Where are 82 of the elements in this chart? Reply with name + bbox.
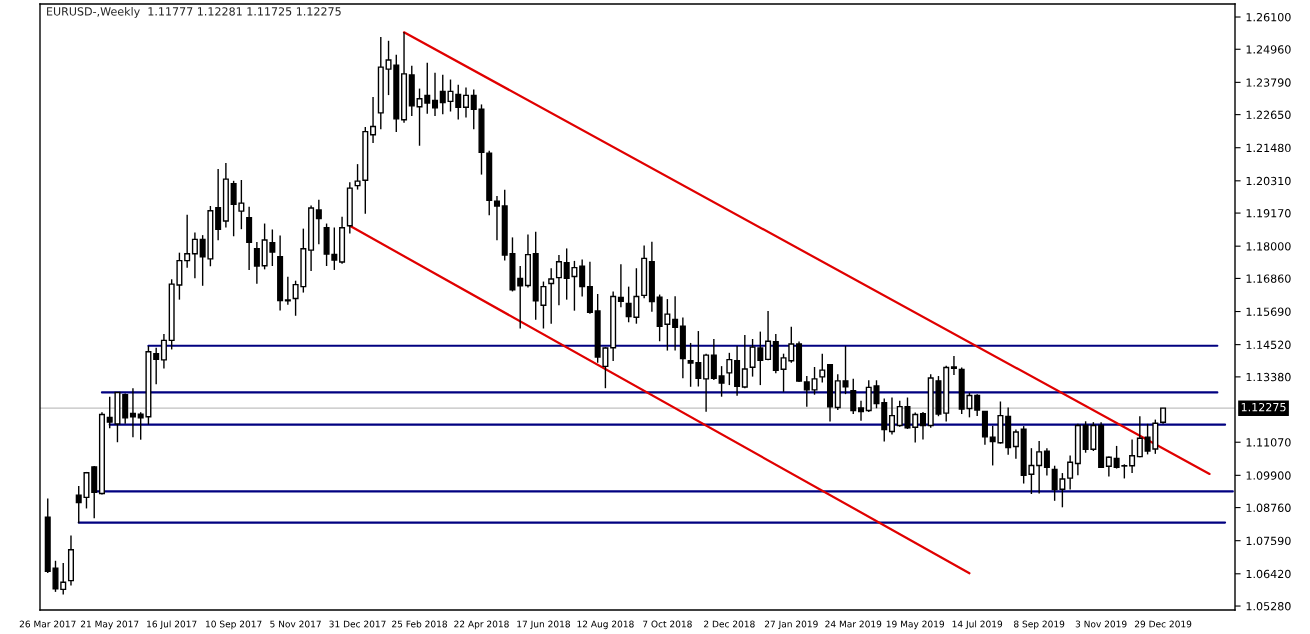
candlestick [1105,455,1112,478]
candlestick [517,265,524,330]
candlestick [726,352,733,386]
candlestick [555,254,562,306]
y-tick-label: 1.18000 [1246,242,1291,251]
y-tick-label: 1.22650 [1246,110,1291,119]
candlestick [703,352,710,413]
x-tick-label: 26 Mar 2017 [19,620,76,628]
candlestick [950,355,957,376]
candlestick [1067,454,1074,491]
candlestick [284,276,291,306]
x-tick-label: 7 Oct 2018 [643,620,692,628]
y-tick-label: 1.15690 [1246,307,1291,316]
candlestick [718,365,725,398]
x-tick-label: 19 May 2019 [886,620,945,630]
y-tick-label: 1.06420 [1246,569,1291,579]
y-tick-label: 1.07590 [1246,536,1291,546]
candlestick [548,267,555,325]
candlestick [1036,440,1043,495]
x-tick-label: 31 Dec 2017 [329,620,386,628]
candlestick [617,263,624,308]
ref-line-label: 1.12275 [1241,402,1286,412]
candlestick [819,352,826,384]
candlestick [710,338,717,381]
candlestick [184,214,191,269]
candlestick [741,334,748,389]
x-tick-label: 12 Aug 2018 [577,620,634,630]
x-tick-label: 14 Jul 2019 [952,620,1003,630]
y-tick-label: 1.26100 [1246,12,1291,22]
candlestick [1129,438,1136,474]
candlestick [888,396,896,436]
y-tick-label: 1.09900 [1246,471,1291,480]
candlestick [122,392,129,425]
candlestick [191,231,198,279]
candlestick [842,345,849,395]
x-tick-label: 21 May 2017 [80,620,139,630]
y-tick-label: 1.21480 [1246,143,1291,153]
y-tick-label: 1.16860 [1246,274,1291,283]
candlestick [919,411,926,441]
x-tick-label: 24 Mar 2019 [825,620,882,628]
x-tick-label: 10 Sep 2017 [206,620,262,630]
candlestick [315,199,322,245]
candlestick [672,295,679,352]
candlestick [803,375,810,408]
y-tick-label: 1.11070 [1246,438,1291,447]
x-tick-label: 2 Dec 2018 [704,620,755,628]
x-tick-label: 5 Nov 2017 [270,620,321,628]
candlestick [493,195,500,241]
candlestick [462,86,470,119]
chart-title: EURUSD-,Weekly 1.11777 1.12281 1.11725 1.12275 [47,7,341,18]
y-tick-label: 1.19170 [1246,209,1291,218]
x-tick-label: 16 Jul 2017 [147,620,197,630]
x-tick-label: 3 Nov 2019 [1075,620,1127,628]
candlestick [857,399,865,422]
candlestick [1136,415,1143,458]
candlestick [811,366,818,396]
x-tick-label: 25 Feb 2018 [392,620,447,628]
candlestick [1043,447,1050,477]
candlestick [974,393,981,417]
x-tick-label: 27 Jan 2019 [764,620,818,630]
y-tick-label: 1.23790 [1246,78,1291,87]
candlestick [370,96,377,144]
y-tick-label: 1.05280 [1246,602,1291,611]
candlestick [160,333,167,370]
y-tick-label: 1.13380 [1246,372,1291,382]
x-tick-label: 22 Apr 2018 [454,620,509,630]
candlestick [912,411,919,444]
x-tick-label: 17 Jun 2018 [517,620,570,630]
y-tick-label: 1.24960 [1246,45,1291,54]
x-tick-label: 29 Dec 2019 [1134,620,1192,628]
candlestick [431,72,439,117]
candlestick [253,241,260,285]
candlestick [153,347,160,385]
candlestick [579,258,586,298]
x-tick-label: 8 Sep 2019 [1014,620,1065,630]
candlestick [1012,428,1019,460]
y-tick-label: 1.08760 [1246,503,1291,512]
y-tick-label: 1.20310 [1246,176,1291,186]
candlestick [765,310,772,361]
y-tick-label: 1.14520 [1246,340,1291,350]
candlestick [850,378,857,415]
candlestick [215,168,222,241]
